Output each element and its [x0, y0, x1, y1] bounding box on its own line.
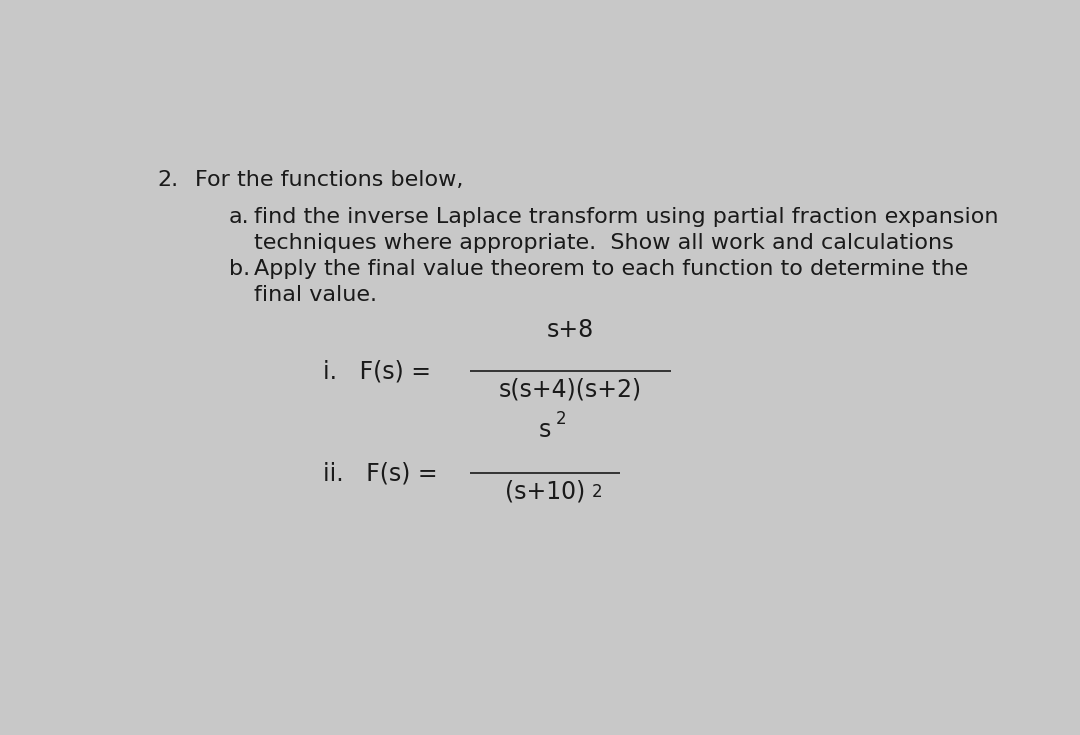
- Text: a.: a.: [229, 207, 249, 227]
- Text: i.   F(s) =: i. F(s) =: [323, 359, 431, 383]
- Text: s+8: s+8: [546, 318, 594, 342]
- Text: techniques where appropriate.  Show all work and calculations: techniques where appropriate. Show all w…: [254, 232, 954, 253]
- Text: Apply the final value theorem to each function to determine the: Apply the final value theorem to each fu…: [254, 259, 968, 279]
- Text: s: s: [539, 418, 551, 442]
- Text: final value.: final value.: [254, 284, 377, 304]
- Text: 2.: 2.: [158, 171, 178, 190]
- Text: find the inverse Laplace transform using partial fraction expansion: find the inverse Laplace transform using…: [254, 207, 998, 227]
- Text: 2: 2: [592, 483, 603, 501]
- Text: 2: 2: [556, 410, 567, 428]
- Text: ii.   F(s) =: ii. F(s) =: [323, 461, 438, 485]
- Text: (s+10): (s+10): [505, 480, 585, 503]
- Text: b.: b.: [229, 259, 249, 279]
- Text: For the functions below,: For the functions below,: [195, 171, 463, 190]
- Text: s(s+4)(s+2): s(s+4)(s+2): [499, 378, 642, 402]
